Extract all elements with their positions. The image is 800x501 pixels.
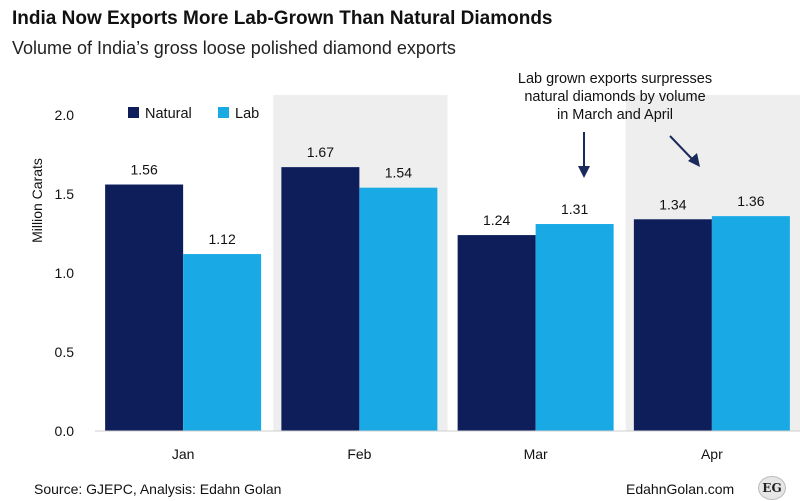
legend-swatch-lab [218, 107, 229, 118]
bar-lab-mar [535, 224, 614, 431]
legend-label-natural: Natural [145, 106, 192, 122]
chart-title: India Now Exports More Lab-Grown Than Na… [12, 8, 553, 29]
source-note: Source: GJEPC, Analysis: Edahn Golan [34, 481, 282, 497]
bar-natural-apr [633, 219, 712, 431]
y-axis-label: Million Carats [29, 158, 45, 243]
y-tick-label: 2.0 [55, 107, 75, 123]
annotation-arrow-apr [669, 135, 694, 161]
brand-link[interactable]: EdahnGolan.com [626, 481, 735, 497]
brand-logo: EG [758, 476, 786, 500]
x-tick-label-mar: Mar [524, 446, 548, 462]
data-label-lab-jan: 1.12 [209, 231, 236, 247]
annotation-arrowhead-mar [578, 166, 590, 178]
annotation-line-3: in March and April [556, 107, 674, 123]
annotation-arrowhead-apr [688, 153, 700, 167]
data-label-natural-mar: 1.24 [483, 212, 510, 228]
y-tick-label: 0.0 [55, 423, 75, 439]
legend-swatch-natural [128, 107, 139, 118]
data-label-natural-jan: 1.56 [131, 162, 158, 178]
annotation-line-2: natural diamonds by volume [524, 89, 706, 105]
bar-lab-jan [183, 254, 262, 431]
bar-lab-apr [711, 216, 790, 431]
bar-lab-feb [359, 187, 438, 431]
data-label-lab-feb: 1.54 [385, 165, 412, 181]
chart-subtitle: Volume of India’s gross loose polished d… [12, 38, 456, 58]
bar-natural-mar [457, 235, 536, 431]
y-tick-label: 1.5 [55, 186, 75, 202]
x-tick-label-apr: Apr [701, 446, 723, 462]
annotation-text: Lab grown exports surpresses natural dia… [500, 70, 730, 124]
annotation-line-1: Lab grown exports surpresses [517, 71, 713, 87]
data-label-lab-apr: 1.36 [737, 193, 764, 209]
data-label-natural-apr: 1.34 [659, 196, 686, 212]
bar-natural-jan [105, 184, 184, 431]
legend-label-lab: Lab [235, 106, 259, 122]
data-label-lab-mar: 1.31 [561, 201, 588, 217]
y-tick-label: 1.0 [55, 265, 75, 281]
y-tick-label: 0.5 [55, 344, 75, 360]
data-label-natural-feb: 1.67 [307, 144, 334, 160]
x-tick-label-feb: Feb [347, 446, 371, 462]
x-tick-label-jan: Jan [172, 446, 195, 462]
bar-natural-feb [281, 167, 360, 431]
